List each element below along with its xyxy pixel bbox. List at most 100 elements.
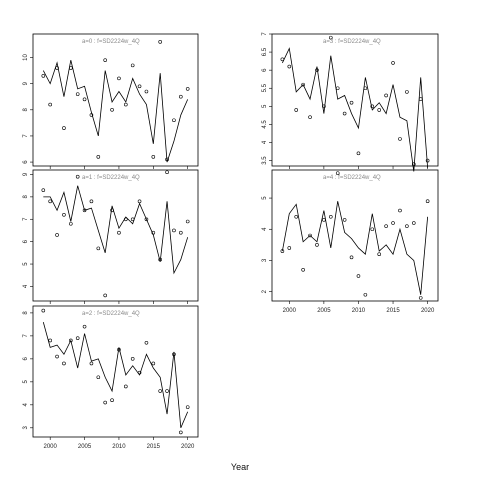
- panel-3-point: [377, 108, 382, 112]
- panel-3-point: [287, 64, 292, 69]
- panel-0-title: a=0 : f=SD2224w_4Q: [82, 39, 140, 45]
- panel-0-point: [144, 89, 149, 94]
- panel-3-point: [349, 100, 354, 105]
- panel-0-point: [55, 66, 59, 70]
- panel-4-ytick-label: 3: [262, 258, 268, 262]
- panel-3-point: [294, 108, 299, 112]
- panel-4-point: [301, 268, 305, 272]
- panel-4-title: a=4 : f=SD2224w_4Q: [323, 175, 381, 181]
- panel-1-point: [103, 293, 107, 298]
- panel-0-point: [165, 157, 169, 162]
- panel-2-point: [89, 361, 94, 366]
- panel-0-point: [117, 76, 121, 81]
- panel-4-point: [328, 214, 333, 219]
- panel-3-line: [282, 47, 429, 172]
- panel-3-ytick-label: 7: [262, 32, 268, 36]
- panel-1-ytick-label: 8: [23, 195, 29, 199]
- panel-3-point: [342, 111, 347, 116]
- panel-3-point: [363, 86, 368, 91]
- panel-0-point: [69, 66, 73, 70]
- panel-3-point: [315, 68, 319, 72]
- panel-3-point: [356, 151, 361, 156]
- panel-3-point: [322, 104, 326, 109]
- panel-0-ytick-label: 6: [23, 160, 29, 164]
- panel-0-point: [185, 87, 190, 91]
- panel-2-point: [158, 389, 162, 393]
- panel-0-point: [48, 102, 52, 107]
- panel-3-ytick-label: 4.5: [262, 120, 268, 129]
- panel-0-point: [158, 40, 162, 44]
- panel-4-point: [384, 224, 388, 228]
- panel-0-ytick-label: 9: [23, 81, 29, 85]
- panel-4-point: [370, 227, 375, 232]
- panel-4-ytick-label: 2: [262, 289, 268, 293]
- panel-3-ytick-label: 5.5: [262, 83, 268, 92]
- panel-2-ytick-label: 3: [23, 425, 29, 429]
- panel-3-point: [391, 61, 395, 65]
- panel-0-point: [96, 155, 101, 159]
- panel-1-point: [124, 217, 128, 222]
- panel-4-xtick-label: 2015: [386, 308, 400, 314]
- panel-4-point: [356, 274, 361, 278]
- panel-3-title: a=3 : f=SD2224w_4Q: [323, 39, 381, 45]
- panel-3-point: [411, 162, 416, 166]
- panel-2-point: [137, 370, 142, 375]
- panel-1-point: [55, 233, 59, 237]
- panel-0-line: [42, 60, 189, 163]
- panel-1-point: [151, 230, 156, 235]
- panel-4-xtick-label: 2010: [352, 308, 366, 314]
- panel-2-point: [130, 357, 135, 361]
- panel-0-ytick-label: 10: [23, 54, 29, 61]
- panel-3-ytick-label: 6.5: [262, 47, 268, 56]
- panel-1-point: [158, 257, 162, 262]
- panel-1-point: [172, 228, 176, 233]
- panel-4-point: [418, 296, 423, 300]
- panel-4-xtick-label: 2005: [317, 308, 331, 314]
- panel-4-point: [308, 233, 312, 238]
- panel-0-point: [172, 118, 176, 123]
- panel-0-point: [103, 58, 107, 62]
- panel-0-point: [124, 102, 128, 107]
- panel-1-point: [110, 208, 114, 213]
- panel-1-ytick-label: 4: [23, 284, 29, 288]
- panel-1-point: [185, 219, 190, 224]
- panel-4-line: [281, 201, 429, 295]
- panel-0-point: [82, 97, 87, 102]
- panel-1-point: [117, 230, 121, 235]
- panel-2-point: [55, 354, 59, 359]
- panel-2-point: [75, 336, 80, 340]
- panel-4-ytick-label: 5: [262, 196, 268, 200]
- panel-4-point: [363, 292, 368, 297]
- panel-2-point: [96, 375, 101, 380]
- panel-1-point: [69, 221, 73, 226]
- panel-2-point: [41, 308, 46, 313]
- panel-4-point: [377, 252, 382, 257]
- panel-3-point: [418, 97, 423, 101]
- panel-0-point: [130, 63, 135, 68]
- panel-2-ytick-label: 5: [23, 380, 29, 384]
- panel-2-frame: [32, 305, 199, 438]
- panel-2-point: [103, 400, 107, 405]
- panel-3-point: [405, 90, 409, 94]
- panel-4-point: [315, 243, 319, 247]
- panel-0-ytick-label: 7: [23, 134, 29, 138]
- panel-2-point: [179, 430, 183, 435]
- panel-3-frame: [271, 33, 439, 167]
- panel-4-point: [391, 221, 395, 225]
- panel-2-point: [165, 389, 169, 393]
- panel-3-point: [308, 115, 312, 119]
- panel-0-point: [137, 84, 142, 89]
- panel-1-frame: [32, 169, 199, 302]
- panel-1-ytick-label: 7: [23, 217, 29, 221]
- panel-0-point: [62, 126, 66, 130]
- panel-2-ytick-label: 6: [23, 357, 29, 361]
- panel-4-point: [322, 218, 326, 222]
- panel-2-xtick-label: 2020: [181, 444, 195, 450]
- panel-2-point: [144, 340, 149, 345]
- panel-3-point: [335, 86, 340, 91]
- panel-1-point: [144, 217, 149, 222]
- panel-0-point: [110, 108, 114, 112]
- panel-4-point: [280, 249, 285, 253]
- panel-2-point: [124, 384, 128, 389]
- panel-2-point: [172, 352, 176, 357]
